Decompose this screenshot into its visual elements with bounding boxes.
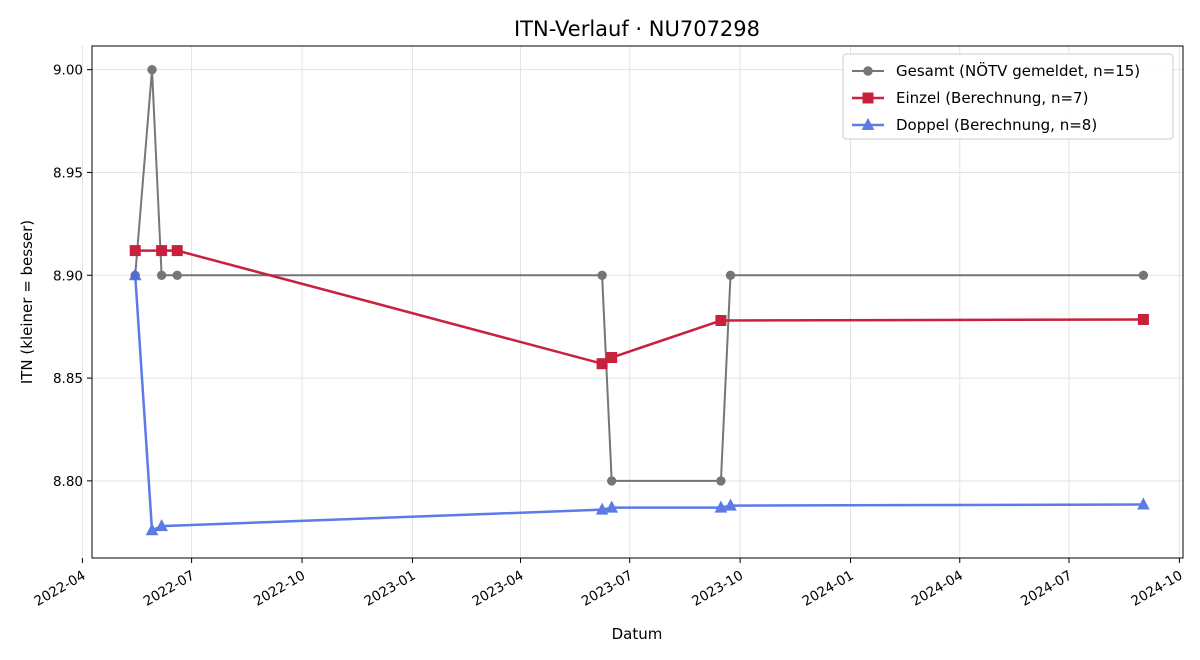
data-point xyxy=(172,270,182,280)
y-tick-label: 9.00 xyxy=(53,63,83,79)
series-layer xyxy=(128,64,1150,536)
y-tick-label: 8.80 xyxy=(53,474,83,490)
data-point xyxy=(714,500,728,513)
data-point xyxy=(724,498,737,511)
data-point xyxy=(1137,497,1150,510)
chart-title: ITN-Verlauf · NU707298 xyxy=(514,17,760,41)
data-point xyxy=(128,268,142,281)
series-1 xyxy=(129,245,1149,370)
data-point xyxy=(147,64,157,75)
series-line xyxy=(133,275,1144,532)
legend-marker xyxy=(862,92,874,104)
legend-entry xyxy=(852,66,884,76)
data-point xyxy=(156,270,167,280)
y-tick-label: 8.95 xyxy=(53,165,83,181)
series-line xyxy=(135,249,1144,365)
data-point xyxy=(129,245,141,257)
data-point xyxy=(597,270,607,280)
data-point xyxy=(715,315,727,327)
plot-frame xyxy=(91,45,1184,559)
data-point xyxy=(595,502,609,515)
data-point xyxy=(605,500,619,513)
x-tick-label: 2024-01 xyxy=(800,568,857,610)
x-tick-label: 2022-07 xyxy=(141,568,198,610)
legend-entry xyxy=(852,92,884,104)
data-point xyxy=(1138,270,1149,280)
data-point xyxy=(716,476,726,486)
x-tick-label: 2024-04 xyxy=(909,568,966,610)
data-point xyxy=(155,519,168,532)
x-tick-label: 2024-10 xyxy=(1129,568,1186,610)
legend-entry xyxy=(852,117,884,130)
data-point xyxy=(606,476,617,486)
data-point xyxy=(725,270,736,280)
data-point xyxy=(156,245,168,257)
data-point xyxy=(596,358,608,370)
y-axis-label: ITN (kleiner = besser) xyxy=(18,220,36,384)
legend-marker xyxy=(863,66,873,76)
x-tick-label: 2022-04 xyxy=(32,568,89,610)
data-point xyxy=(1137,313,1149,325)
x-tick-label: 2024-07 xyxy=(1018,568,1075,610)
data-point xyxy=(171,245,183,257)
x-axis-label: Datum xyxy=(612,625,663,643)
legend-label: Einzel (Berechnung, n=7) xyxy=(896,89,1088,107)
y-axis: 8.80 8.85 8.90 8.95 9.00 xyxy=(53,63,92,490)
x-tick-label: 2023-01 xyxy=(362,568,419,610)
series-2 xyxy=(128,268,1150,536)
x-tick-label: 2023-07 xyxy=(579,568,636,610)
x-tick-label: 2023-04 xyxy=(470,568,527,610)
legend-label: Gesamt (NÖTV gemeldet, n=15) xyxy=(896,61,1140,80)
legend-label: Doppel (Berechnung, n=8) xyxy=(896,116,1097,134)
legend-box xyxy=(842,53,1174,140)
data-point xyxy=(145,523,159,536)
x-tick-label: 2023-10 xyxy=(689,568,746,610)
y-tick-label: 8.90 xyxy=(53,268,83,284)
y-tick-label: 8.85 xyxy=(53,371,83,387)
x-axis: 2022-04 2022-07 2022-10 2023-01 2023-04 2023-… xyxy=(32,558,1186,610)
legend: Gesamt (NÖTV gemeldet, n=15) Einzel (Bere… xyxy=(842,53,1174,140)
legend-marker xyxy=(861,117,875,130)
x-tick-label: 2022-10 xyxy=(251,568,308,610)
data-point xyxy=(606,352,618,364)
